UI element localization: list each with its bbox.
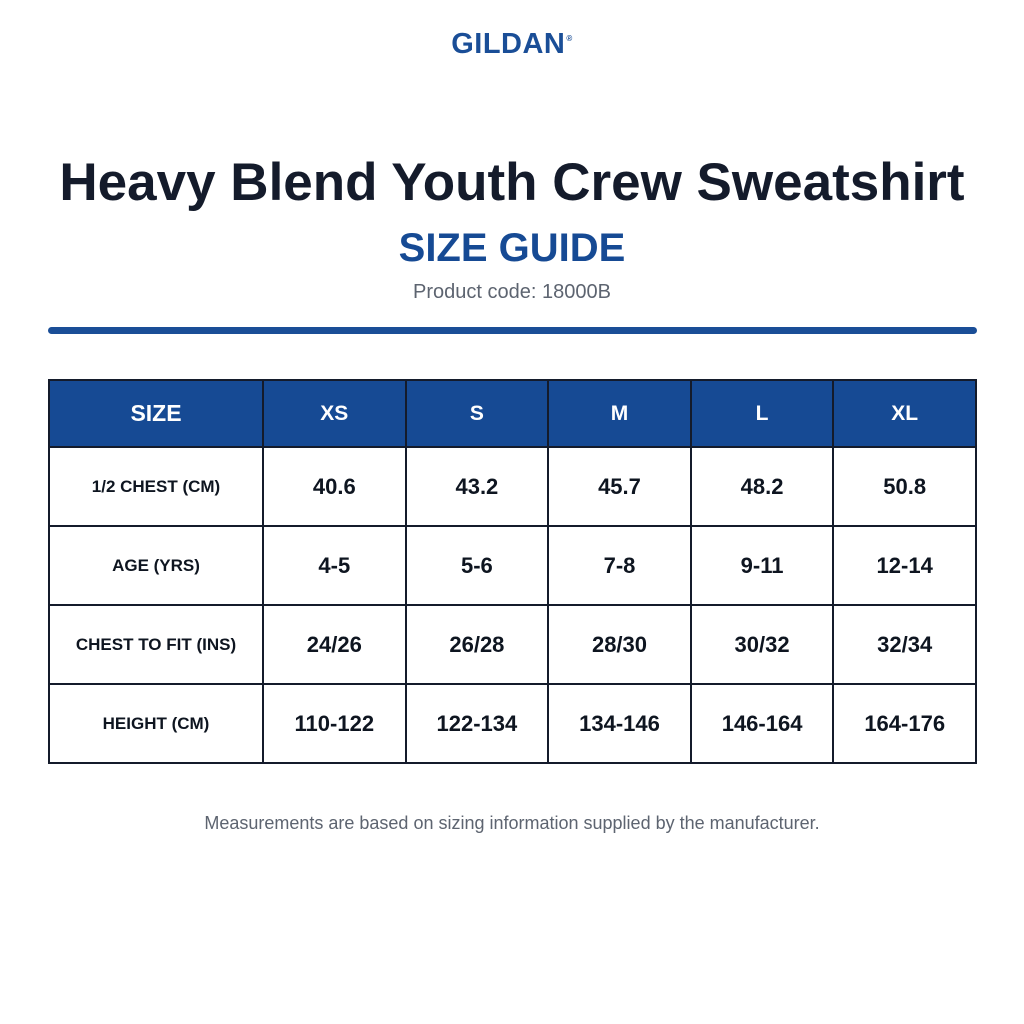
header-cell-xs: XS — [262, 379, 407, 448]
header-cell-l: L — [689, 379, 835, 448]
table-cell: 26/28 — [404, 604, 550, 685]
row-label: CHEST TO FIT (INS) — [48, 604, 264, 685]
table-cell: 110-122 — [262, 683, 407, 764]
table-cell: 28/30 — [547, 604, 692, 685]
header-cell-size: SIZE — [48, 379, 264, 448]
header-cell-m: M — [547, 379, 692, 448]
table-cell: 5-6 — [404, 525, 550, 606]
brand-name: GILDAN — [451, 28, 566, 60]
table-row: 1/2 CHEST (CM) 40.6 43.2 45.7 48.2 50.8 — [48, 446, 977, 527]
table-cell: 9-11 — [689, 525, 835, 606]
table-cell: 50.8 — [832, 446, 977, 527]
table-cell: 134-146 — [547, 683, 692, 764]
table-header-row: SIZE XS S M L XL — [48, 379, 977, 448]
size-table: SIZE XS S M L XL 1/2 CHEST (CM) 40.6 43.… — [48, 379, 977, 764]
page-title: Heavy Blend Youth Crew Sweatshirt — [59, 153, 965, 212]
divider — [48, 327, 977, 334]
table-cell: 7-8 — [547, 525, 692, 606]
table-cell: 12-14 — [832, 525, 977, 606]
brand-logo: GILDAN® — [0, 28, 1024, 61]
table-cell: 48.2 — [689, 446, 835, 527]
table-row: AGE (YRS) 4-5 5-6 7-8 9-11 12-14 — [48, 525, 977, 606]
table-cell: 122-134 — [404, 683, 550, 764]
table-cell: 146-164 — [689, 683, 835, 764]
table-row: HEIGHT (CM) 110-122 122-134 134-146 146-… — [48, 683, 977, 764]
table-cell: 4-5 — [262, 525, 407, 606]
product-code: Product code: 18000B — [413, 281, 611, 303]
table-cell: 164-176 — [832, 683, 977, 764]
header-cell-xl: XL — [832, 379, 977, 448]
table-cell: 45.7 — [547, 446, 692, 527]
table-cell: 43.2 — [404, 446, 550, 527]
size-guide-heading: SIZE GUIDE — [398, 226, 626, 270]
table-cell: 24/26 — [262, 604, 407, 685]
table-cell: 32/34 — [832, 604, 977, 685]
registered-mark: ® — [566, 34, 573, 43]
row-label: AGE (YRS) — [48, 525, 264, 606]
table-row: CHEST TO FIT (INS) 24/26 26/28 28/30 30/… — [48, 604, 977, 685]
header-cell-s: S — [404, 379, 550, 448]
table-cell: 30/32 — [689, 604, 835, 685]
table-cell: 40.6 — [262, 446, 407, 527]
footnote: Measurements are based on sizing informa… — [204, 813, 820, 833]
row-label: 1/2 CHEST (CM) — [48, 446, 264, 527]
row-label: HEIGHT (CM) — [48, 683, 264, 764]
